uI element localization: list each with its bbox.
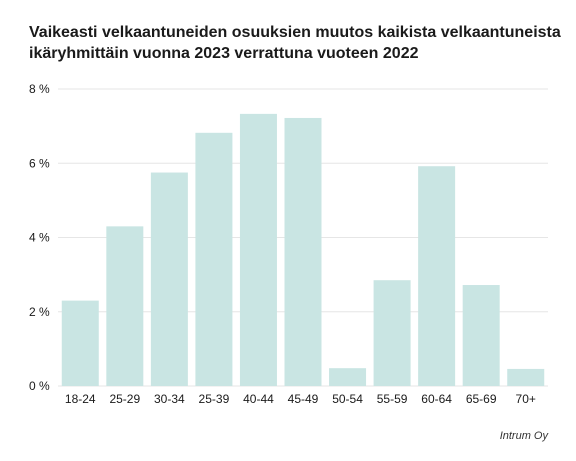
chart-title-line-1: Vaikeasti velkaantuneiden osuuksien muut… [29, 24, 561, 41]
y-tick-label: 6 % [29, 156, 50, 170]
y-tick-label: 8 % [29, 82, 50, 96]
chart-title: Vaikeasti velkaantuneiden osuuksien muut… [29, 22, 561, 64]
bar-50-54 [329, 368, 367, 386]
y-tick-label: 2 % [29, 305, 50, 319]
bar-18-24 [61, 300, 99, 386]
x-tick-label: 30-34 [154, 392, 185, 406]
chart-title-line-2: ikäryhmittäin vuonna 2023 verrattuna vuo… [29, 45, 419, 62]
y-tick-label: 4 % [29, 231, 50, 245]
x-tick-label: 65-69 [466, 392, 497, 406]
bar-60-64 [418, 166, 456, 386]
x-tick-label: 60-64 [421, 392, 452, 406]
bar-55-59 [373, 280, 411, 386]
bar-40-44 [239, 113, 277, 386]
x-tick-label: 40-44 [243, 392, 274, 406]
bar-65-69 [462, 285, 500, 386]
x-tick-label: 70+ [516, 392, 536, 406]
y-tick-label: 0 % [29, 379, 50, 393]
bar-30-34 [150, 172, 188, 386]
x-tick-label: 25-29 [109, 392, 140, 406]
x-tick-label: 50-54 [332, 392, 363, 406]
x-tick-label: 45-49 [288, 392, 319, 406]
bar-70+ [507, 368, 545, 386]
bar-45-49 [284, 117, 322, 387]
x-tick-label: 55-59 [377, 392, 408, 406]
x-tick-label: 25-39 [199, 392, 230, 406]
x-tick-label: 18-24 [65, 392, 96, 406]
bar-25-29 [106, 226, 144, 386]
bar-25-39 [195, 132, 233, 386]
source-credit: Intrum Oy [499, 430, 548, 442]
